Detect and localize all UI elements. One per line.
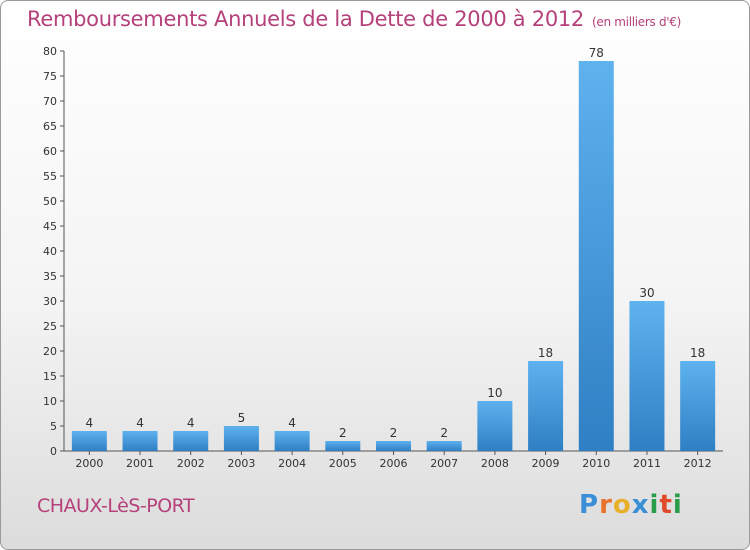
x-tick-label-2009: 2009 xyxy=(532,457,560,470)
bar-2005 xyxy=(325,441,361,451)
logo-letter: P xyxy=(579,490,600,520)
y-tick-label: 15 xyxy=(43,370,57,383)
x-tick-label-2011: 2011 xyxy=(633,457,661,470)
y-tick-label: 10 xyxy=(43,395,57,408)
x-tick-label-2001: 2001 xyxy=(126,457,154,470)
x-tick-label-2000: 2000 xyxy=(75,457,103,470)
bar-2003 xyxy=(223,426,259,451)
title-text: Remboursements Annuels de la Dette de 20… xyxy=(27,7,584,31)
bar-2010 xyxy=(578,61,614,451)
bar-2007 xyxy=(426,441,462,451)
logo-letter: i xyxy=(672,490,683,520)
y-tick-label: 30 xyxy=(43,295,57,308)
y-tick-label: 25 xyxy=(43,320,57,333)
commune-name: CHAUX-LèS-PORT xyxy=(37,495,195,517)
x-tick-label-2012: 2012 xyxy=(684,457,712,470)
bar-2011 xyxy=(629,301,665,451)
bar-2009 xyxy=(528,361,564,451)
proxiti-logo: Proxiti xyxy=(579,490,683,520)
value-label-2005: 2 xyxy=(339,426,347,440)
bar-2000 xyxy=(71,431,107,451)
value-label-2004: 4 xyxy=(288,416,296,430)
bar-2008 xyxy=(477,401,513,451)
y-tick-label: 40 xyxy=(43,245,57,258)
value-label-2001: 4 xyxy=(136,416,144,430)
x-tick-label-2008: 2008 xyxy=(481,457,509,470)
y-tick-label: 20 xyxy=(43,345,57,358)
bar-2002 xyxy=(173,431,209,451)
y-tick-label: 0 xyxy=(50,445,57,458)
value-label-2000: 4 xyxy=(86,416,94,430)
chart-title: Remboursements Annuels de la Dette de 20… xyxy=(27,7,681,31)
x-tick-label-2004: 2004 xyxy=(278,457,306,470)
y-tick-label: 65 xyxy=(43,120,57,133)
y-tick-label: 35 xyxy=(43,270,57,283)
logo-letter: o xyxy=(612,490,632,520)
y-tick-label: 45 xyxy=(43,220,57,233)
x-tick-label-2006: 2006 xyxy=(380,457,408,470)
x-tick-label-2010: 2010 xyxy=(582,457,610,470)
x-tick-label-2007: 2007 xyxy=(430,457,458,470)
x-tick-label-2003: 2003 xyxy=(227,457,255,470)
value-label-2012: 18 xyxy=(690,346,705,360)
logo-letter: t xyxy=(659,490,673,520)
value-label-2006: 2 xyxy=(390,426,398,440)
bars: 4 4 4 5 4 2 2 2 10 18 78 30 18 xyxy=(71,46,716,451)
value-label-2003: 5 xyxy=(238,411,246,425)
logo-letter: x xyxy=(631,490,650,520)
logo-letter: r xyxy=(599,490,613,520)
bar-2004 xyxy=(274,431,310,451)
bar-2012 xyxy=(680,361,716,451)
value-label-2007: 2 xyxy=(440,426,448,440)
value-label-2008: 10 xyxy=(487,386,502,400)
value-label-2011: 30 xyxy=(639,286,654,300)
value-label-2010: 78 xyxy=(589,46,604,60)
y-tick-label: 50 xyxy=(43,195,57,208)
bar-2006 xyxy=(376,441,411,451)
bar-2001 xyxy=(122,431,158,451)
y-tick-label: 80 xyxy=(43,45,57,58)
x-tick-label-2005: 2005 xyxy=(329,457,357,470)
value-label-2009: 18 xyxy=(538,346,553,360)
title-unit: (en milliers d'€) xyxy=(592,15,682,29)
y-tick-label: 70 xyxy=(43,95,57,108)
y-tick-label: 60 xyxy=(43,145,57,158)
y-tick-label: 5 xyxy=(50,420,57,433)
value-label-2002: 4 xyxy=(187,416,195,430)
y-tick-label: 75 xyxy=(43,70,57,83)
y-tick-label: 55 xyxy=(43,170,57,183)
x-tick-label-2002: 2002 xyxy=(177,457,205,470)
logo-letter: i xyxy=(649,490,660,520)
